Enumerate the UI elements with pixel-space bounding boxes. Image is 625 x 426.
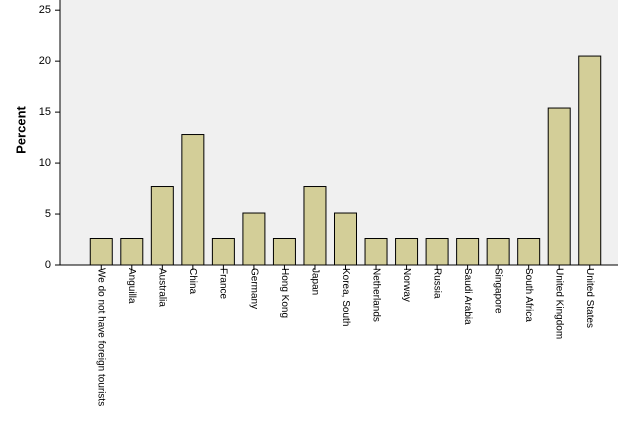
y-tick-label: 5: [45, 208, 51, 220]
y-tick-label: 10: [39, 157, 51, 169]
x-tick-label: France: [218, 268, 229, 300]
bar: [242, 212, 266, 266]
x-tick-label: Japan: [309, 268, 320, 295]
bar: [547, 107, 571, 266]
x-tick-label: Netherlands: [370, 268, 381, 322]
y-tick-label: 15: [39, 106, 51, 118]
x-tick-label: Norway: [401, 268, 412, 302]
bar: [364, 238, 388, 266]
bar: [211, 238, 235, 266]
y-tick-label: 0: [45, 259, 51, 271]
x-tick-label: South Africa: [523, 268, 534, 322]
bar: [578, 55, 602, 266]
bar: [334, 212, 357, 266]
x-tick-label: Anguilla: [126, 268, 137, 304]
y-axis-label: Percent: [13, 105, 28, 153]
bar: [89, 238, 113, 266]
y-tick-label: 25: [39, 4, 51, 16]
bar: [150, 186, 174, 266]
bar: [517, 238, 541, 266]
x-tick-label: Saudi Arabia: [462, 268, 473, 325]
bar: [303, 186, 327, 266]
x-tick-label: Germany: [248, 268, 259, 309]
bar: [425, 238, 449, 266]
x-tick-label: United States: [584, 268, 595, 328]
x-tick-label: We do not have foreign tourists: [96, 268, 107, 406]
x-tick-label: Hong Kong: [279, 268, 290, 318]
bar: [395, 238, 419, 266]
x-tick-label: Australia: [157, 268, 168, 307]
bar: [120, 238, 144, 266]
bar: [272, 238, 296, 266]
y-tick-label: 20: [39, 55, 51, 67]
bar: [486, 238, 510, 266]
bar: [456, 238, 480, 266]
x-tick-label: Korea, South: [340, 268, 351, 326]
x-tick-label: Singapore: [493, 268, 504, 314]
x-tick-label: China: [187, 268, 198, 295]
bar: [181, 134, 205, 266]
x-tick-label: United Kingdom: [554, 268, 565, 339]
x-tick-label: Russia: [431, 268, 442, 299]
